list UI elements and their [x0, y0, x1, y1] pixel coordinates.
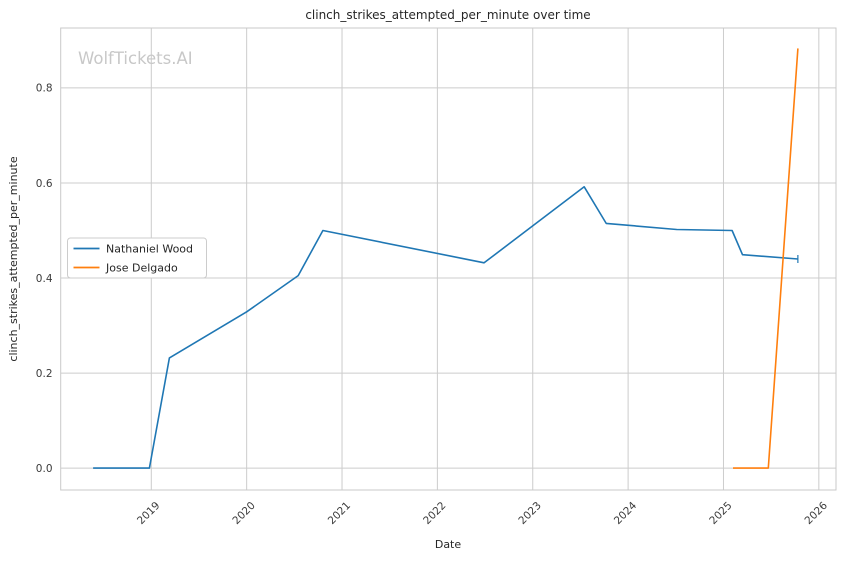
x-tick-label: 2019 — [135, 500, 162, 527]
y-tick-label: 0.6 — [36, 178, 53, 190]
series-line-nathaniel-wood — [93, 186, 798, 469]
x-tick-label: 2020 — [230, 500, 257, 527]
plot-frame — [60, 27, 837, 491]
legend-label-nathaniel-wood: Nathaniel Wood — [106, 243, 193, 256]
legend-item: Jose Delgado — [73, 262, 178, 275]
y-tick-label: 0.0 — [36, 463, 53, 475]
legend-box — [67, 237, 207, 279]
legend: Nathaniel Wood Jose Delgado — [67, 237, 207, 279]
legend-label-jose-delgado: Jose Delgado — [105, 262, 178, 275]
legend-item: Nathaniel Wood — [73, 243, 193, 256]
x-tick-label: 2026 — [803, 499, 831, 527]
x-axis-label: Date — [435, 538, 462, 551]
series-line-jose-delgado — [733, 48, 799, 469]
x-tick-labels: 2019 2020 2021 2022 2023 2024 2025 2026 — [135, 499, 830, 527]
watermark-text: WolfTickets.AI — [78, 49, 193, 68]
x-tick-label: 2023 — [516, 500, 543, 527]
y-tick-label: 0.8 — [36, 83, 53, 95]
y-tick-labels: 0.0 0.2 0.4 0.6 0.8 — [36, 83, 53, 475]
x-tick-label: 2022 — [421, 500, 448, 527]
x-tick-label: 2021 — [326, 500, 353, 527]
series-lines — [93, 48, 799, 469]
x-tick-label: 2024 — [612, 499, 640, 527]
y-tick-label: 0.2 — [36, 368, 53, 380]
y-axis-label: clinch_strikes_attempted_per_minute — [7, 156, 20, 361]
x-tick-label: 2025 — [707, 500, 734, 527]
y-tick-label: 0.4 — [36, 273, 53, 285]
chart-title: clinch_strikes_attempted_per_minute over… — [305, 8, 590, 22]
